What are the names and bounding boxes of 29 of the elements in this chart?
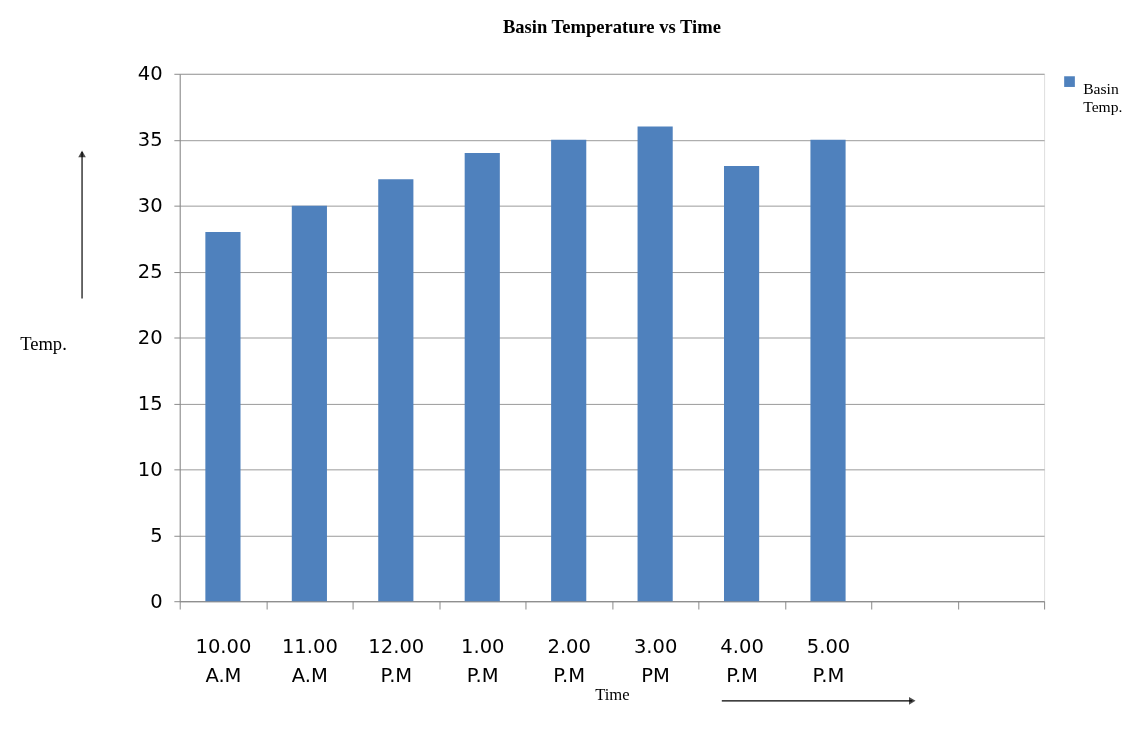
x-tick-label: 2.00 P.M [547, 634, 591, 687]
y-tick-label: 5 [150, 523, 163, 547]
x-tick-label: 1.00 P.M [461, 634, 505, 687]
chart-title: Basin Temperature vs Time [502, 15, 721, 37]
bar [205, 232, 241, 602]
y-tick-label: 10 [137, 457, 163, 481]
bar [637, 126, 673, 602]
y-tick-label: 0 [150, 589, 163, 613]
y-tick-label: 20 [137, 325, 163, 349]
x-tick-label: 10.00 A.M [195, 634, 252, 687]
x-tick-label: 12.00 P.M [368, 634, 425, 687]
bar [291, 205, 327, 602]
y-tick-label: 25 [137, 259, 163, 283]
x-tick-label: 5.00 P.M [806, 634, 851, 687]
y-tick-label: 40 [137, 62, 163, 86]
y-tick-label: 30 [137, 194, 163, 217]
x-tick-label: 4.00 P.M [720, 634, 764, 687]
x-tick-label: 3.00 PM [633, 634, 678, 687]
y-tick-label: 35 [137, 128, 163, 152]
bar [551, 139, 587, 602]
bar [378, 179, 414, 602]
legend-label: Basin Temp. [1083, 80, 1123, 115]
bar [724, 166, 760, 602]
bar [464, 152, 500, 602]
x-axis-title: Time [595, 685, 630, 705]
y-tick-label: 15 [137, 391, 163, 415]
y-axis-title: Temp. [20, 332, 67, 354]
x-tick-label: 11.00 A.M [281, 634, 338, 687]
bar [810, 139, 846, 602]
